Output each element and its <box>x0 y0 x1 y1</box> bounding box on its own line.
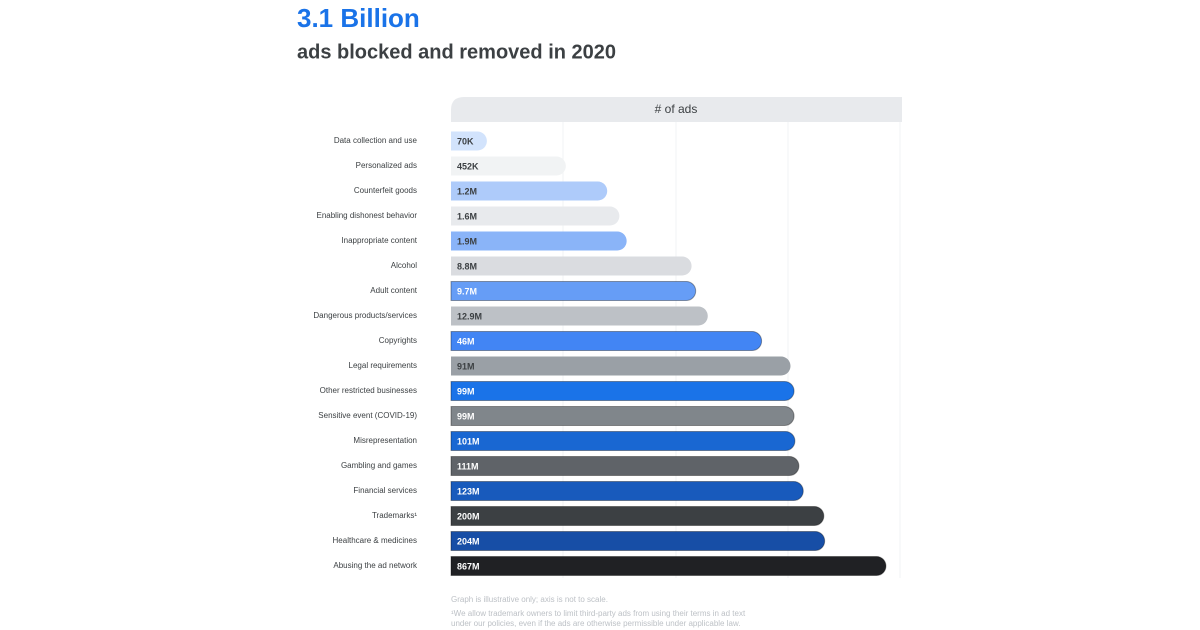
category-label: Enabling dishonest behavior <box>316 211 417 220</box>
category-label: Healthcare & medicines <box>333 536 417 545</box>
bar <box>450 381 795 401</box>
note: Graph is illustrative only; axis is not … <box>451 595 608 604</box>
bar <box>451 256 692 276</box>
category-label: Gambling and games <box>341 461 417 470</box>
chart-subtitle: ads blocked and removed in 2020 <box>297 41 616 63</box>
bar <box>451 131 487 151</box>
value-label: 70K <box>457 136 474 146</box>
value-label: 204M <box>457 536 480 546</box>
value-label: 99M <box>457 386 475 396</box>
value-label: 1.2M <box>457 186 477 196</box>
bar <box>451 356 791 376</box>
category-label: Alcohol <box>391 261 417 270</box>
value-label: 123M <box>457 486 480 496</box>
bar <box>451 206 620 226</box>
bar <box>450 506 825 526</box>
bar <box>450 531 826 551</box>
bar <box>450 331 763 351</box>
category-label: Data collection and use <box>334 136 418 145</box>
value-label: 1.6M <box>457 211 477 221</box>
bar <box>450 431 796 451</box>
bar <box>451 181 608 201</box>
value-label: 101M <box>457 436 480 446</box>
value-label: 12.9M <box>457 311 482 321</box>
category-label: Counterfeit goods <box>354 186 417 195</box>
value-label: 9.7M <box>457 286 477 296</box>
bar <box>451 156 566 176</box>
axis-header-bg <box>451 97 902 122</box>
bar <box>450 406 795 426</box>
category-label: Personalized ads <box>356 161 417 170</box>
value-label: 111M <box>457 461 479 471</box>
category-label: Abusing the ad network <box>333 561 418 570</box>
value-label: 867M <box>457 561 480 571</box>
bar <box>450 456 800 476</box>
category-label: Sensitive event (COVID-19) <box>318 411 417 420</box>
value-label: 200M <box>457 511 480 521</box>
value-label: 99M <box>457 411 475 421</box>
value-label: 46M <box>457 336 475 346</box>
category-label: Adult content <box>370 286 417 295</box>
value-label: 8.8M <box>457 261 477 271</box>
category-label: Other restricted businesses <box>320 386 417 395</box>
note: ¹We allow trademark owners to limit thir… <box>451 609 746 618</box>
category-label: Copyrights <box>379 336 417 345</box>
bar <box>450 556 887 576</box>
category-label: Inappropriate content <box>341 236 417 245</box>
bar <box>451 231 627 251</box>
axis-header: # of ads <box>655 102 698 116</box>
value-label: 452K <box>457 161 479 171</box>
category-label: Legal requirements <box>349 361 417 370</box>
value-label: 1.9M <box>457 236 477 246</box>
bar <box>450 481 804 501</box>
bar <box>451 306 708 326</box>
category-label: Financial services <box>353 486 417 495</box>
note: under our policies, even if the ads are … <box>451 619 741 628</box>
bar <box>450 281 697 301</box>
category-label: Misrepresentation <box>353 436 417 445</box>
category-label: Dangerous products/services <box>313 311 417 320</box>
category-label: Trademarks¹ <box>372 511 417 520</box>
value-label: 91M <box>457 361 475 371</box>
chart-title: 3.1 Billion <box>297 3 420 33</box>
